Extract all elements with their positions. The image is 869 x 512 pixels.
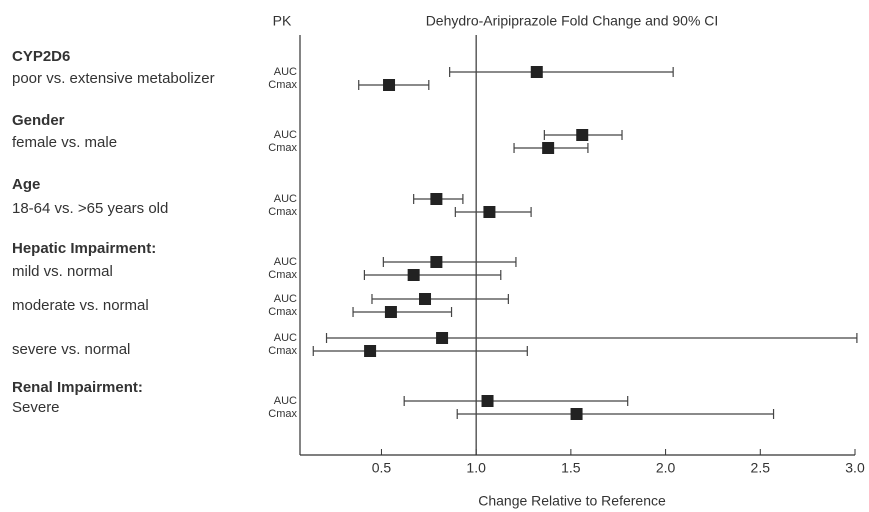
point-estimate <box>384 306 397 318</box>
pk-label: Cmax <box>268 142 297 154</box>
x-tick-label: 2.5 <box>751 460 771 476</box>
point-estimate <box>542 142 555 154</box>
pk-label: Cmax <box>268 408 297 420</box>
x-tick-label: 1.0 <box>466 460 486 476</box>
pk-label: Cmax <box>268 206 297 218</box>
group-heading: Hepatic Impairment: <box>12 240 156 257</box>
pk-label: Cmax <box>268 345 297 357</box>
x-tick-label: 0.5 <box>372 460 392 476</box>
pk-label: AUC <box>274 256 297 268</box>
pk-label: Cmax <box>268 79 297 91</box>
pk-label: AUC <box>274 129 297 141</box>
x-tick-label: 3.0 <box>845 460 865 476</box>
point-estimate <box>481 395 494 407</box>
x-tick-label: 2.0 <box>656 460 676 476</box>
pk-label: AUC <box>274 395 297 407</box>
group-heading: CYP2D6 <box>12 48 70 65</box>
point-estimate <box>576 129 589 141</box>
row-label: Severe <box>12 399 60 416</box>
x-axis-title: Change Relative to Reference <box>478 493 666 509</box>
pk-label: AUC <box>274 332 297 344</box>
x-tick-label: 1.5 <box>561 460 581 476</box>
row-label: poor vs. extensive metabolizer <box>12 70 215 87</box>
pk-label: Cmax <box>268 269 297 281</box>
point-estimate <box>530 66 543 78</box>
group-heading: Gender <box>12 112 65 129</box>
row-label: female vs. male <box>12 134 117 151</box>
row-label: mild vs. normal <box>12 263 113 280</box>
point-estimate <box>419 293 432 305</box>
point-estimate <box>483 206 496 218</box>
point-estimate <box>364 345 377 357</box>
point-estimate <box>383 79 396 91</box>
point-estimate <box>407 269 420 281</box>
chart-title: Dehydro-Aripiprazole Fold Change and 90%… <box>426 13 719 29</box>
pk-label: AUC <box>274 66 297 78</box>
row-label: severe vs. normal <box>12 341 130 358</box>
row-label: 18-64 vs. >65 years old <box>12 200 168 217</box>
pk-header: PK <box>273 13 292 29</box>
point-estimate <box>430 256 443 268</box>
group-heading: Age <box>12 176 40 193</box>
point-estimate <box>430 193 443 205</box>
point-estimate <box>570 408 583 420</box>
pk-label: Cmax <box>268 306 297 318</box>
point-estimate <box>436 332 449 344</box>
row-label: moderate vs. normal <box>12 297 149 314</box>
pk-label: AUC <box>274 293 297 305</box>
pk-label: AUC <box>274 193 297 205</box>
group-heading: Renal Impairment: <box>12 379 143 396</box>
